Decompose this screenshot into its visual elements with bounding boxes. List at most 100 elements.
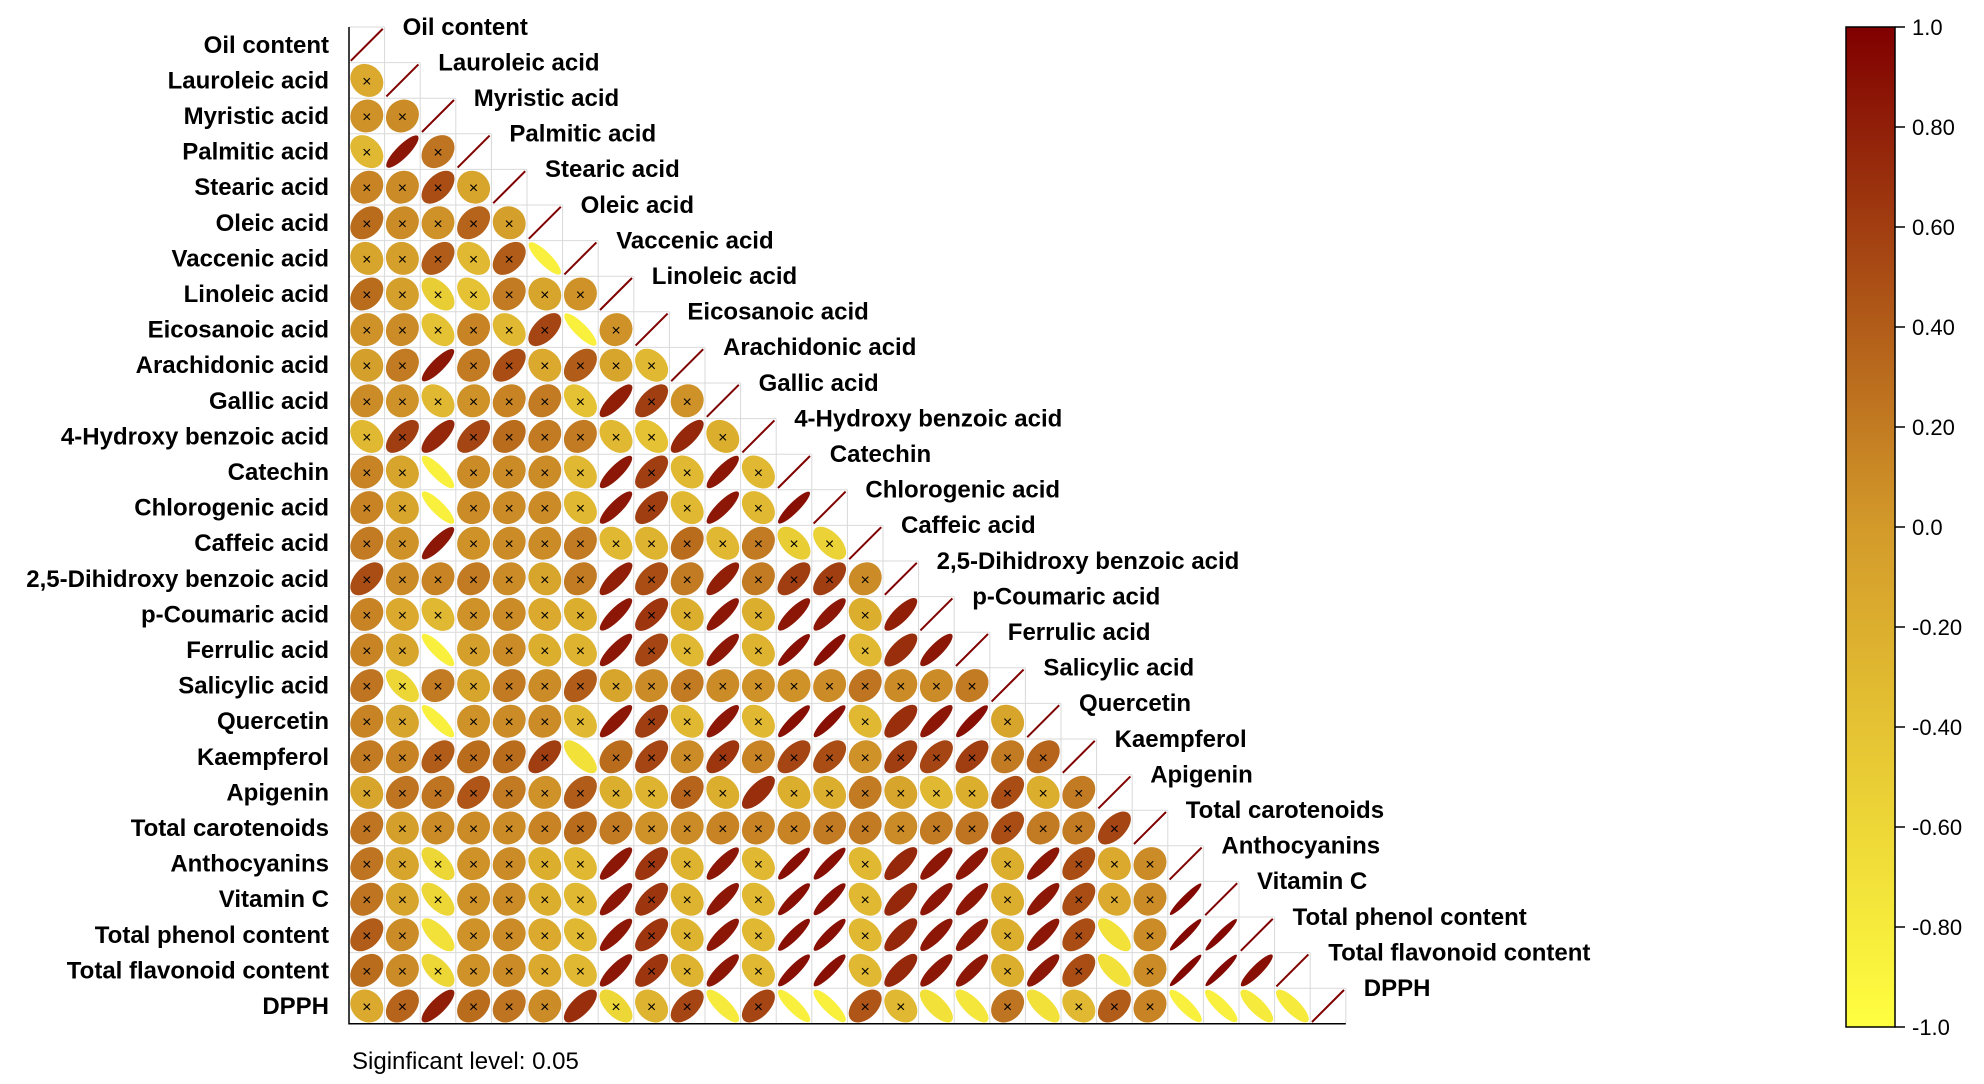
insignificance-cross: × xyxy=(540,287,549,304)
insignificance-cross: × xyxy=(576,928,585,945)
diagonal-mark xyxy=(1097,775,1132,810)
diagonal-mark xyxy=(670,348,704,382)
correlation-ellipse xyxy=(813,918,846,951)
insignificance-cross: × xyxy=(789,572,798,589)
insignificance-cross: × xyxy=(362,750,371,767)
correlation-ellipse xyxy=(599,954,633,987)
correlation-ellipse xyxy=(1062,953,1096,987)
correlation-ellipse xyxy=(599,775,633,809)
insignificance-cross: × xyxy=(505,358,514,375)
correlation-ellipse xyxy=(350,918,384,952)
column-label: Eicosanoic acid xyxy=(687,299,868,326)
correlation-ellipse xyxy=(884,882,918,916)
insignificance-cross: × xyxy=(1003,963,1012,980)
insignificance-cross: × xyxy=(647,607,656,624)
correlation-ellipse xyxy=(741,455,775,489)
correlation-ellipse xyxy=(778,883,810,916)
correlation-ellipse xyxy=(1240,989,1274,1023)
insignificance-cross: × xyxy=(540,536,549,553)
correlation-ellipse xyxy=(670,384,704,418)
diagonal-mark xyxy=(1062,740,1096,774)
correlation-ellipse xyxy=(350,206,384,240)
correlation-ellipse xyxy=(457,811,491,845)
correlation-ellipse xyxy=(635,953,669,987)
correlation-ellipse xyxy=(421,455,455,489)
insignificance-cross: × xyxy=(540,679,549,696)
row-label: Kaempferol xyxy=(197,744,329,771)
correlation-ellipse xyxy=(457,669,491,703)
correlation-ellipse xyxy=(385,206,419,240)
insignificance-cross: × xyxy=(825,679,834,696)
insignificance-cross: × xyxy=(683,928,692,945)
column-label: Catechin xyxy=(830,441,931,468)
insignificance-cross: × xyxy=(1145,857,1154,874)
row-label: 2,5-Dihidroxy benzoic acid xyxy=(26,566,329,593)
correlation-ellipse xyxy=(919,989,953,1023)
correlation-ellipse xyxy=(777,811,811,845)
correlation-ellipse xyxy=(350,882,384,916)
correlation-ellipse xyxy=(599,918,633,951)
correlation-ellipse xyxy=(563,419,597,453)
correlation-ellipse xyxy=(955,669,989,703)
correlation-ellipse xyxy=(599,348,633,382)
insignificance-cross: × xyxy=(398,785,407,802)
insignificance-cross: × xyxy=(469,323,478,340)
insignificance-cross: × xyxy=(754,750,763,767)
insignificance-cross: × xyxy=(576,821,585,838)
insignificance-cross: × xyxy=(469,928,478,945)
insignificance-cross: × xyxy=(967,750,976,767)
insignificance-cross: × xyxy=(647,892,656,909)
column-label: Total carotenoids xyxy=(1186,797,1384,824)
correlation-ellipse xyxy=(991,775,1025,809)
correlation-ellipse xyxy=(350,241,384,275)
insignificance-cross: × xyxy=(683,963,692,980)
correlation-ellipse xyxy=(919,811,953,845)
row-label: Total phenol content xyxy=(95,922,329,949)
correlation-ellipse xyxy=(599,811,633,845)
insignificance-cross: × xyxy=(789,821,798,838)
insignificance-cross: × xyxy=(1003,857,1012,874)
insignificance-cross: × xyxy=(1110,999,1119,1016)
insignificance-cross: × xyxy=(1145,963,1154,980)
insignificance-cross: × xyxy=(505,857,514,874)
correlation-ellipse xyxy=(563,918,597,952)
correlation-ellipse xyxy=(1205,919,1237,951)
insignificance-cross: × xyxy=(433,750,442,767)
correlation-ellipse xyxy=(635,526,669,560)
correlation-ellipse xyxy=(421,384,455,418)
correlation-ellipse xyxy=(848,562,882,596)
insignificance-cross: × xyxy=(611,785,620,802)
correlation-ellipse xyxy=(528,455,562,489)
insignificance-cross: × xyxy=(1110,857,1119,874)
insignificance-cross: × xyxy=(398,358,407,375)
insignificance-cross: × xyxy=(825,785,834,802)
correlation-ellipse xyxy=(385,562,419,596)
diagonal-mark xyxy=(350,28,384,62)
insignificance-cross: × xyxy=(861,572,870,589)
insignificance-cross: × xyxy=(576,963,585,980)
correlation-ellipse xyxy=(528,918,562,952)
column-label: Vaccenic acid xyxy=(616,227,773,254)
variable-labels: Oil content Oil content Lauroleic acid Laur… xyxy=(26,14,1590,1020)
insignificance-cross: × xyxy=(469,643,478,660)
insignificance-cross: × xyxy=(398,323,407,340)
correlation-ellipse xyxy=(884,633,918,667)
correlation-ellipse xyxy=(670,740,704,774)
diagonal-mark xyxy=(563,241,598,276)
correlation-ellipse xyxy=(528,847,562,881)
insignificance-cross: × xyxy=(576,465,585,482)
correlation-ellipse xyxy=(741,491,775,525)
correlation-ellipse xyxy=(813,562,847,596)
correlation-ellipse xyxy=(670,526,704,560)
insignificance-cross: × xyxy=(469,536,478,553)
correlation-ellipse xyxy=(421,313,455,347)
correlation-ellipse xyxy=(528,491,562,525)
correlation-ellipse xyxy=(599,847,633,880)
correlation-ellipse xyxy=(492,669,526,703)
correlation-ellipse xyxy=(848,918,882,952)
correlation-ellipse xyxy=(492,989,526,1023)
correlation-ellipse xyxy=(350,953,384,987)
insignificance-cross: × xyxy=(718,750,727,767)
insignificance-cross: × xyxy=(647,999,656,1016)
